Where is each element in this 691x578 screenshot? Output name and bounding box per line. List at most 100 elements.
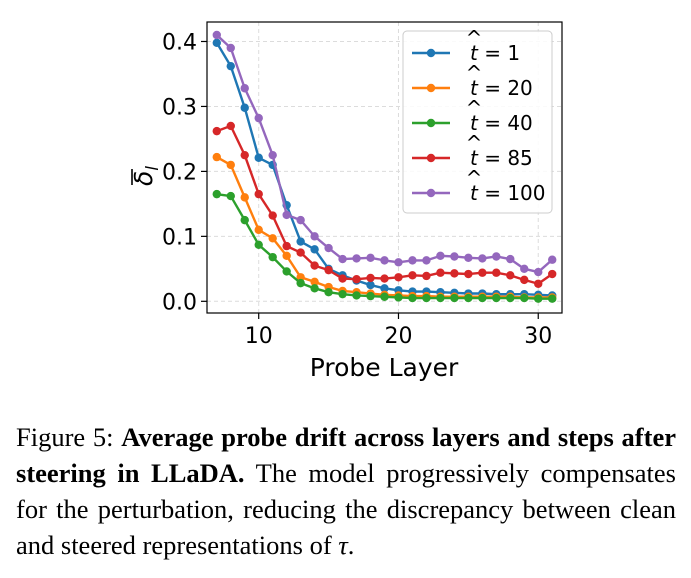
data-point (352, 254, 361, 263)
legend-marker (426, 83, 436, 93)
y-tick-label: 0.1 (162, 225, 197, 250)
data-point (506, 293, 515, 303)
data-point (478, 254, 487, 263)
y-tick-label: 0.4 (162, 30, 197, 55)
y-tick-label: 0.0 (162, 290, 197, 315)
legend-entry: t = 40^ (412, 96, 533, 135)
data-point (366, 273, 375, 283)
data-point (268, 252, 277, 262)
data-point (254, 153, 263, 162)
data-point (520, 275, 529, 285)
y-axis-label: δl (129, 166, 163, 186)
data-point (506, 254, 515, 264)
data-point (240, 103, 249, 112)
data-point (268, 150, 277, 160)
data-point (534, 294, 543, 303)
data-point (366, 291, 375, 301)
data-point (352, 291, 361, 300)
data-point (450, 269, 459, 278)
caption-end: . (347, 530, 355, 560)
legend-entry: t = 100^ (412, 166, 546, 205)
legend-label: t = 20 (470, 76, 533, 100)
data-point (310, 261, 319, 270)
legend-entry: t = 20^ (412, 61, 533, 100)
legend-entry: t = 85^ (412, 131, 533, 170)
hat-accent: ^ (466, 61, 483, 85)
hat-accent: ^ (466, 131, 483, 155)
x-tick-label: 30 (524, 324, 552, 349)
data-point (380, 284, 389, 293)
data-point (310, 277, 319, 287)
data-point (226, 61, 235, 71)
data-point (464, 293, 473, 303)
data-point (436, 251, 445, 261)
data-point (534, 267, 543, 277)
data-point (212, 126, 221, 136)
data-point (492, 252, 501, 261)
data-point (254, 113, 263, 123)
data-point (506, 271, 515, 280)
data-point (338, 289, 347, 299)
data-point (408, 293, 417, 303)
series-3 (212, 189, 557, 303)
data-point (240, 150, 249, 160)
data-point (282, 241, 291, 251)
x-axis-label: Probe Layer (310, 353, 459, 382)
data-point (282, 210, 291, 220)
data-point (478, 268, 487, 277)
data-point (296, 215, 305, 225)
data-point (310, 284, 319, 293)
caption-bold: Average probe drift across layers and st… (16, 422, 676, 488)
data-point (324, 243, 333, 253)
data-point (436, 293, 445, 303)
data-point (478, 293, 487, 303)
data-point (226, 121, 235, 131)
data-point (226, 191, 235, 201)
data-point (422, 256, 431, 265)
data-point (534, 279, 543, 288)
data-point (212, 152, 221, 162)
axis-ticks: 10 20 30 0.0 0.1 0.2 0.3 0.4 (162, 30, 552, 349)
data-point (520, 264, 529, 274)
data-point (394, 258, 403, 267)
data-point (380, 274, 389, 283)
data-point (268, 234, 277, 243)
legend-box (402, 30, 553, 214)
series-layer (212, 30, 557, 303)
data-point (492, 293, 501, 303)
x-tick-label: 10 (245, 324, 273, 349)
y-tick-label: 0.2 (162, 160, 197, 185)
caption-symbol: τ (338, 530, 348, 560)
chart: 10 20 300.00.10.20.30.4 t = 1^t = 20^t = 4… (129, 21, 563, 382)
data-point (296, 237, 305, 246)
data-point (380, 292, 389, 301)
hat-accent: ^ (466, 166, 483, 190)
data-point (212, 30, 221, 40)
data-point (520, 293, 529, 303)
data-point (422, 271, 431, 281)
data-point (366, 280, 375, 290)
data-point (282, 251, 291, 261)
data-point (310, 245, 319, 254)
data-point (226, 160, 235, 170)
data-point (212, 38, 221, 47)
data-point (548, 255, 557, 264)
series-4 (212, 121, 557, 288)
data-point (380, 256, 389, 265)
data-point (324, 288, 333, 297)
caption-prefix: Figure 5: (16, 422, 122, 452)
legend: t = 1^t = 20^t = 40^t = 85^t = 100^ (402, 26, 553, 214)
data-point (352, 275, 361, 284)
data-point (240, 215, 249, 225)
legend-marker (426, 153, 436, 163)
data-point (296, 278, 305, 288)
axes-frame (206, 21, 563, 314)
y-tick-label: 0.3 (162, 95, 197, 120)
data-point (310, 232, 319, 241)
data-point (394, 293, 403, 302)
legend-marker (426, 188, 436, 198)
data-point (422, 293, 431, 303)
data-point (464, 269, 473, 279)
data-point (240, 84, 249, 93)
legend-marker (426, 48, 436, 58)
